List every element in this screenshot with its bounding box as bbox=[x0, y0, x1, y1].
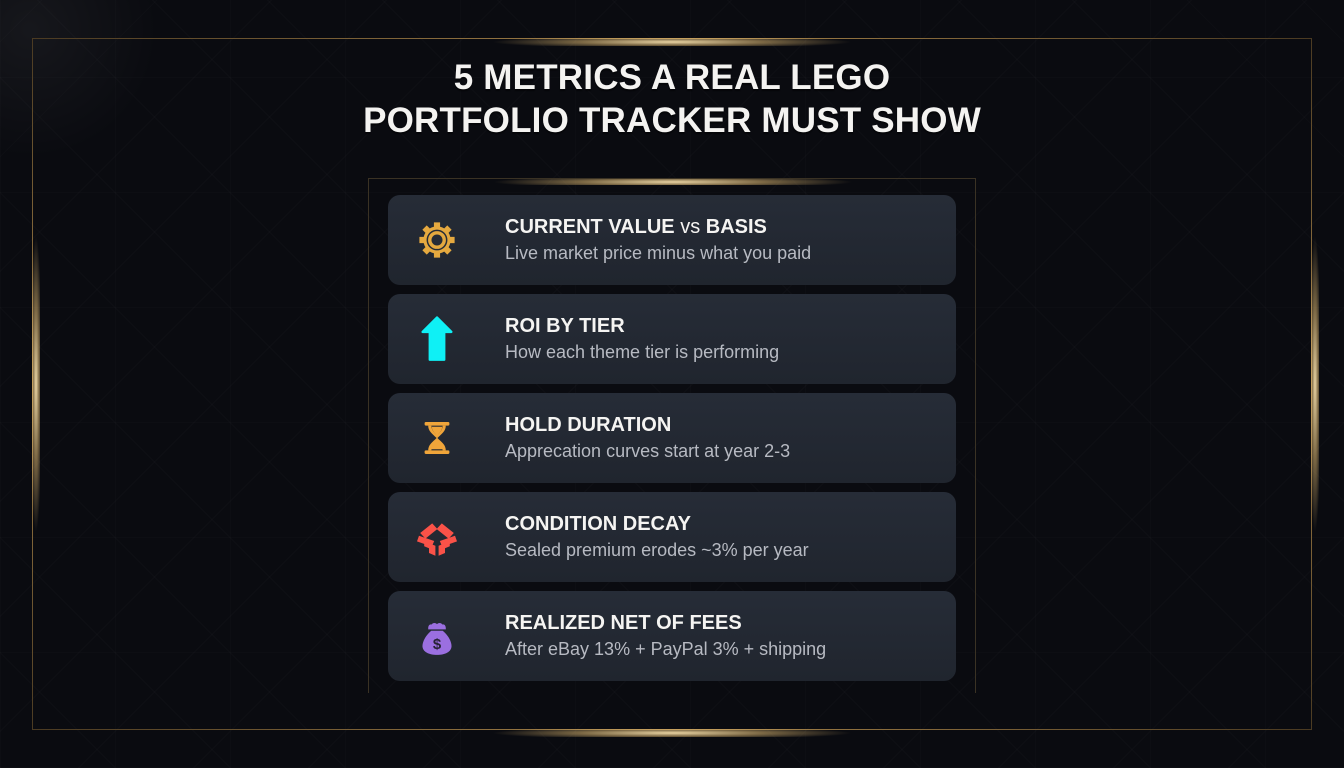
svg-text:$: $ bbox=[433, 636, 442, 653]
